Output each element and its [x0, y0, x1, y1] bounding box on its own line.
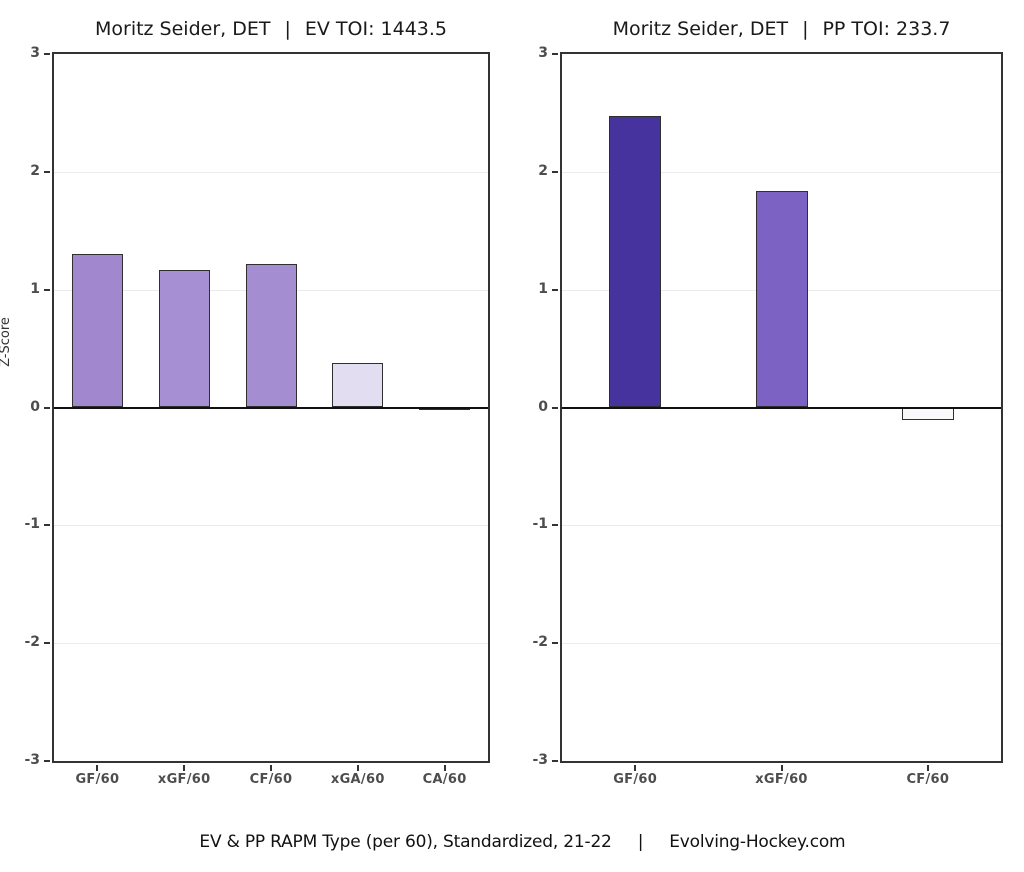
gridline-y2: [562, 171, 1001, 173]
x-tick-label: xGF/60: [157, 772, 211, 787]
player-name: Moritz Seider, DET: [612, 18, 789, 40]
y-tick-label: -3: [24, 752, 40, 768]
gridline-y-1: [562, 525, 1001, 527]
x-axis-tick: [926, 765, 929, 771]
y-tick-label: 0: [538, 398, 548, 415]
x-tick-label: CF/60: [249, 772, 293, 787]
y-tick-label: 2: [30, 162, 40, 179]
y-axis-tick: [552, 170, 558, 173]
x-tick-label: CA/60: [422, 772, 467, 787]
x-tick-label: GF/60: [75, 772, 120, 787]
y-axis-tick: [44, 53, 50, 55]
y-axis-tick: [44, 288, 50, 291]
bar-xgf-60: [158, 269, 210, 408]
player-name: Moritz Seider, DET: [94, 18, 271, 40]
gridline-y-2: [54, 643, 488, 645]
ev-rapm-plot: 3 2 1 0 -1 -2 -3 GF/60 xGF/60 CF/60 xGA/60 CA/60: [24, 45, 490, 787]
caption-source: Evolving-Hockey.com: [669, 832, 846, 852]
title-divider: |: [284, 18, 291, 40]
y-axis-tick: [552, 642, 558, 645]
y-tick-label: 1: [538, 280, 548, 297]
x-axis-tick: [270, 765, 272, 771]
toi-stat: EV TOI: 1443.5: [304, 18, 448, 40]
y-tick-label: -3: [532, 752, 548, 768]
y-axis-tick: [44, 760, 50, 762]
y-axis-tick: [552, 524, 558, 527]
x-tick-label: xGF/60: [755, 772, 808, 787]
y-axis-tick: [44, 524, 50, 527]
pp-rapm-plot: 3 2 1 0 -1 -2 -3 GF/60 xGF/60 CF/60: [532, 45, 1003, 787]
bar-xga-60: [332, 362, 384, 408]
x-axis-tick: [443, 765, 446, 771]
bar-gf-60: [609, 116, 662, 408]
y-axis-tick: [552, 288, 558, 291]
caption-description: EV & PP RAPM Type (per 60), Standardized…: [199, 832, 612, 852]
toi-stat: PP TOI: 233.7: [822, 18, 951, 40]
x-tick-label: GF/60: [613, 772, 658, 787]
left-panel-title: Moritz Seider, DET | EV TOI: 1443.5: [52, 16, 490, 42]
gridline-y2: [54, 171, 488, 173]
zero-line: [54, 406, 488, 409]
y-axis-title: Z-Score: [0, 317, 13, 367]
gridline-y-2: [562, 643, 1001, 645]
y-tick-label: 3: [538, 45, 548, 61]
right-panel-title: Moritz Seider, DET | PP TOI: 233.7: [560, 16, 1003, 42]
y-tick-label: 0: [30, 398, 40, 415]
x-axis-tick: [634, 765, 637, 771]
bar-cf-60: [245, 263, 297, 408]
x-axis-tick: [183, 765, 186, 771]
caption-divider: |: [637, 832, 644, 852]
title-divider: |: [802, 18, 809, 40]
x-axis-tick: [356, 765, 359, 771]
y-axis-tick: [552, 760, 558, 762]
x-axis-tick: [96, 765, 99, 771]
y-tick-label: 1: [30, 280, 40, 297]
x-tick-label: xGA/60: [330, 772, 385, 787]
y-tick-label: -1: [532, 516, 548, 533]
y-axis-tick: [44, 642, 50, 645]
y-axis-tick: [44, 406, 50, 409]
zero-line: [562, 406, 1001, 409]
y-tick-label: -1: [24, 516, 40, 533]
gridline-y-1: [54, 525, 488, 527]
x-tick-label: CF/60: [906, 772, 950, 787]
y-tick-label: 3: [30, 45, 40, 61]
y-tick-label: 2: [538, 162, 548, 179]
y-tick-label: -2: [24, 634, 40, 651]
y-axis-tick: [552, 53, 558, 55]
y-axis-tick: [44, 170, 50, 173]
x-axis-tick: [780, 765, 783, 771]
y-tick-label: -2: [532, 634, 548, 651]
figure-caption: EV & PP RAPM Type (per 60), Standardized…: [0, 812, 1024, 872]
y-axis-tick: [552, 406, 558, 409]
bar-xgf-60: [755, 190, 808, 408]
bar-cf-60: [901, 407, 954, 421]
bar-gf-60: [71, 254, 123, 408]
